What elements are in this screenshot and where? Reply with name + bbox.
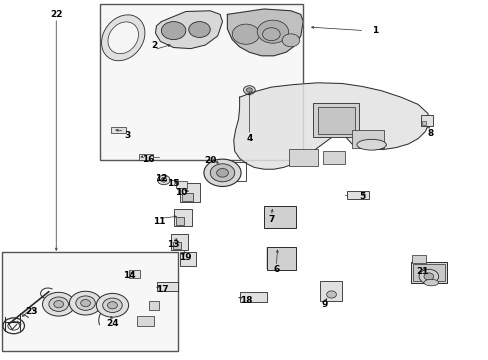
Circle shape [418, 269, 438, 284]
Text: 21: 21 [416, 267, 428, 276]
Bar [176, 181, 186, 188]
Ellipse shape [356, 139, 386, 150]
Bar [171, 234, 188, 250]
Circle shape [246, 88, 252, 92]
Bar [137, 316, 154, 326]
Text: 1: 1 [371, 26, 377, 35]
Bar [411, 255, 426, 263]
Circle shape [243, 86, 255, 94]
Circle shape [161, 178, 166, 182]
Bar [139, 154, 153, 160]
Bar [149, 301, 159, 310]
Polygon shape [155, 11, 222, 49]
Text: 3: 3 [124, 130, 131, 139]
Bar [312, 103, 359, 137]
Circle shape [257, 20, 288, 43]
Text: 20: 20 [203, 156, 216, 165]
Text: 16: 16 [142, 154, 154, 163]
Bar [420, 115, 432, 126]
Bar [264, 206, 295, 228]
Circle shape [326, 291, 336, 298]
Bar [410, 262, 447, 283]
Text: 11: 11 [152, 217, 165, 226]
Circle shape [423, 273, 433, 280]
Circle shape [107, 302, 117, 309]
Text: 24: 24 [106, 320, 119, 328]
Bar [239, 292, 266, 302]
Circle shape [210, 164, 234, 182]
Text: 15: 15 [167, 179, 180, 188]
Ellipse shape [423, 279, 438, 286]
Bar [288, 149, 317, 166]
Circle shape [96, 293, 128, 317]
Bar [346, 191, 368, 199]
Bar [322, 151, 344, 164]
Bar [182, 193, 192, 201]
Circle shape [262, 28, 280, 41]
Text: 14: 14 [123, 271, 136, 280]
Circle shape [42, 292, 75, 316]
Bar [111, 127, 126, 133]
Bar [180, 183, 200, 202]
Circle shape [76, 296, 95, 310]
Bar [266, 247, 295, 270]
Circle shape [282, 34, 299, 47]
Text: 10: 10 [174, 188, 187, 197]
Polygon shape [227, 9, 303, 56]
Text: 9: 9 [321, 300, 328, 309]
Text: 6: 6 [273, 266, 279, 274]
Text: 19: 19 [179, 253, 192, 262]
Bar [173, 209, 192, 226]
Bar [157, 282, 178, 291]
Text: 8: 8 [427, 129, 433, 138]
Bar [175, 217, 184, 225]
Bar [100, 4, 303, 160]
Ellipse shape [102, 15, 144, 61]
Circle shape [188, 22, 210, 37]
Text: 7: 7 [267, 215, 274, 224]
Circle shape [157, 175, 170, 185]
Bar [320, 281, 342, 301]
Text: 23: 23 [25, 307, 38, 316]
Circle shape [54, 301, 63, 308]
Bar [180, 252, 195, 266]
Circle shape [161, 22, 185, 40]
Bar [317, 107, 354, 134]
Bar [421, 121, 426, 125]
Bar [2, 252, 178, 351]
Circle shape [232, 24, 259, 44]
Bar [173, 242, 181, 249]
Bar [351, 130, 383, 148]
Bar [225, 162, 246, 181]
Text: 18: 18 [239, 296, 252, 305]
Bar [412, 264, 444, 281]
Circle shape [102, 298, 122, 312]
Text: 17: 17 [156, 285, 169, 294]
Circle shape [69, 291, 102, 315]
Text: 13: 13 [167, 240, 180, 249]
Text: 5: 5 [359, 192, 365, 201]
Circle shape [216, 168, 228, 177]
Text: 22: 22 [50, 10, 62, 19]
Text: 4: 4 [245, 134, 252, 143]
Text: 12: 12 [155, 174, 167, 183]
Circle shape [81, 300, 90, 307]
Circle shape [49, 297, 68, 311]
Circle shape [203, 159, 241, 186]
Ellipse shape [108, 22, 138, 54]
Bar [129, 270, 140, 278]
Text: 2: 2 [151, 40, 157, 49]
Polygon shape [233, 83, 428, 169]
